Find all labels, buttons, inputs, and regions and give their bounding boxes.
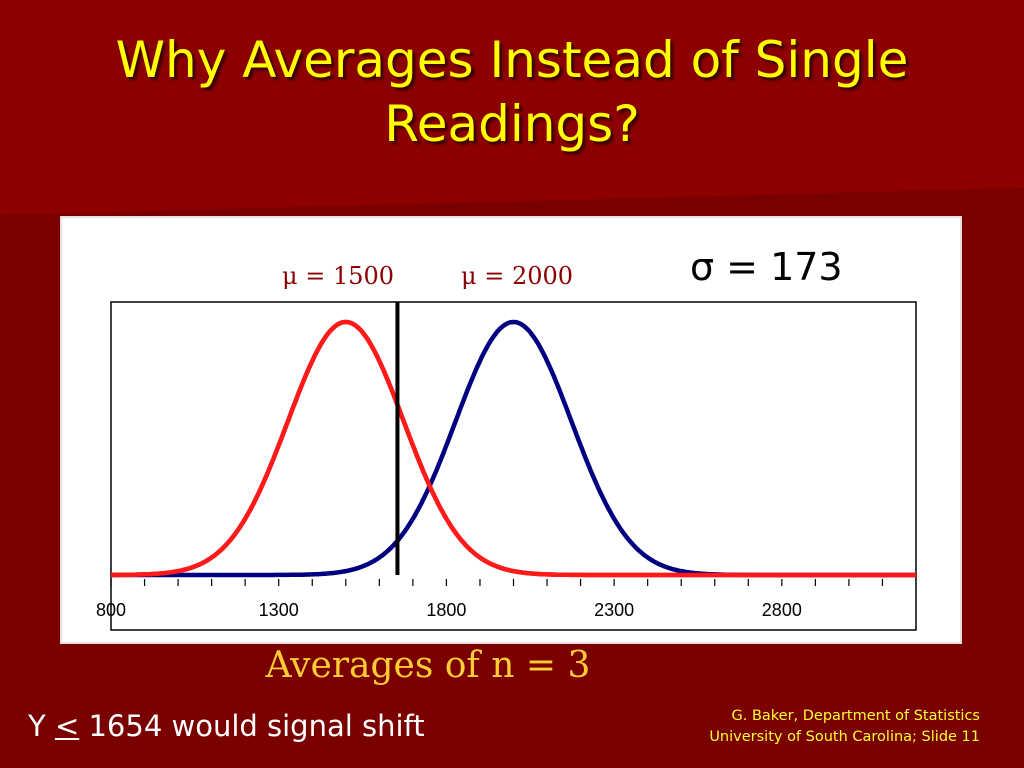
slide-title-line-2: Readings?	[384, 95, 640, 153]
x-tick-label: 2800	[762, 600, 802, 620]
slide-title: Why Averages Instead of Single Readings?	[0, 28, 1024, 156]
signal-rule-text: Y < 1654 would signal shift	[28, 708, 425, 744]
slide-title-line-1: Why Averages Instead of Single	[115, 31, 909, 89]
plot-frame	[110, 301, 917, 631]
signal-prefix: Y	[28, 709, 55, 743]
chart-panel: μ = 1500 μ = 2000 σ = 173 800 1300 1800 230…	[60, 216, 962, 644]
normal-distribution-chart: μ = 1500 μ = 2000 σ = 173 800 1300 1800 230…	[96, 245, 917, 631]
x-tick-label: 800	[96, 600, 126, 620]
sigma-label: σ = 173	[690, 245, 843, 289]
credit-line-2: University of South Carolina; Slide 11	[709, 729, 980, 745]
signal-suffix: 1654 would signal shift	[79, 709, 425, 743]
slide-credit: G. Baker, Department of Statistics Unive…	[709, 706, 980, 748]
x-tick-label: 1300	[259, 600, 299, 620]
x-axis-ticks	[110, 579, 884, 586]
x-axis-tick-labels: 800 1300 1800 2300 2800	[96, 600, 802, 620]
x-tick-label: 1800	[426, 600, 466, 620]
signal-symbol: <	[54, 709, 80, 743]
curves	[110, 319, 917, 578]
chart-subtitle: Averages of n = 3	[265, 645, 591, 686]
x-tick-label: 2300	[594, 600, 634, 620]
mu-2000-label: μ = 2000	[461, 262, 573, 290]
credit-line-1: G. Baker, Department of Statistics	[731, 708, 981, 724]
curve-mean-1500-overlay	[110, 319, 917, 578]
mu-1500-label: μ = 1500	[282, 262, 394, 290]
